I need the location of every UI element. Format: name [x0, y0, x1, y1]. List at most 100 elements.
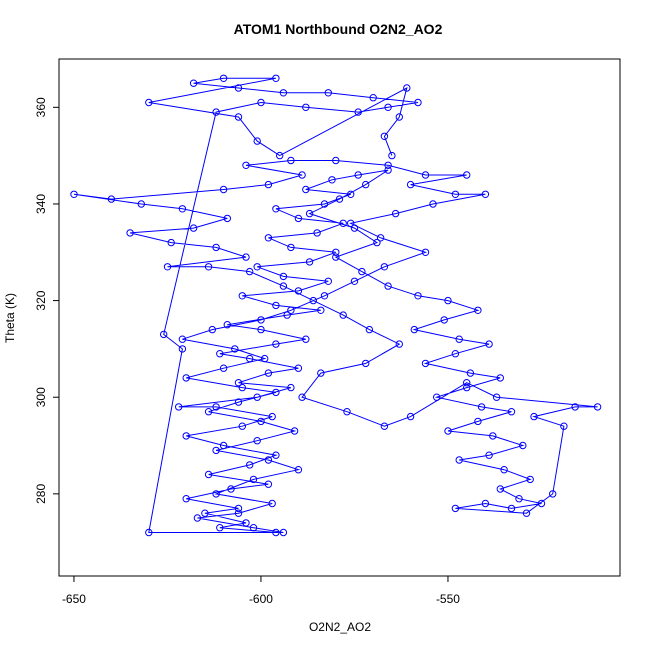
x-tick-label: -550: [436, 592, 460, 606]
chart-title: ATOM1 Northbound O2N2_AO2: [234, 21, 443, 37]
data-point: [305, 258, 314, 266]
data-point: [496, 485, 504, 493]
data-point: [455, 335, 463, 343]
data-point: [268, 499, 276, 508]
data-point: [403, 84, 411, 92]
data-point: [257, 316, 265, 324]
data-point: [212, 108, 220, 116]
data-point: [294, 214, 303, 223]
data-point: [343, 408, 351, 416]
data-point: [223, 214, 232, 223]
data-point: [145, 528, 153, 537]
data-point: [365, 325, 374, 334]
data-point: [477, 403, 486, 411]
data-point: [212, 490, 220, 498]
y-tick-label: 300: [34, 387, 48, 407]
y-axis-label: Theta (K): [3, 293, 17, 343]
y-tick-label: 340: [34, 194, 48, 214]
data-point: [264, 480, 273, 488]
data-point: [451, 190, 460, 199]
data-point: [272, 205, 280, 213]
data-point: [160, 330, 168, 339]
data-point: [70, 190, 78, 199]
series-line: [73, 77, 598, 533]
data-point: [231, 345, 239, 353]
data-point: [234, 398, 243, 406]
data-point: [492, 393, 501, 401]
data-point: [302, 335, 310, 343]
data-point: [253, 137, 261, 145]
data-point: [219, 441, 228, 450]
plot-frame: [58, 58, 621, 577]
data-point: [384, 103, 392, 112]
data-point: [444, 296, 452, 305]
data-point: [537, 499, 546, 508]
data-point: [189, 79, 198, 87]
data-point: [283, 311, 291, 319]
data-point: [347, 219, 355, 228]
data-point: [272, 340, 280, 348]
data-point: [264, 456, 273, 464]
data-point: [201, 509, 209, 517]
data-point: [287, 306, 295, 314]
data-point: [264, 369, 273, 377]
data-point: [317, 369, 325, 377]
data-point: [249, 475, 258, 484]
data-point: [264, 234, 273, 242]
data-point: [182, 374, 190, 382]
data-point: [519, 441, 527, 450]
data-point: [253, 437, 261, 445]
data-point: [246, 354, 254, 363]
data-point: [279, 89, 288, 97]
data-point: [384, 161, 392, 170]
data-point: [380, 132, 389, 141]
data-point: [145, 98, 153, 107]
data-point: [242, 253, 250, 261]
data-point: [272, 388, 280, 397]
data-point: [264, 180, 273, 189]
data-point: [212, 243, 220, 252]
data-point: [238, 292, 247, 300]
data-point: [433, 393, 441, 401]
data-point: [294, 466, 303, 474]
data-point: [406, 180, 415, 189]
x-tick-label: -650: [62, 592, 86, 606]
data-point: [309, 296, 317, 305]
data-point: [571, 403, 579, 411]
data-point: [268, 412, 276, 421]
data-point: [380, 263, 389, 271]
data-point: [178, 335, 187, 343]
data-point: [272, 528, 280, 537]
data-point: [481, 499, 490, 508]
data-point: [324, 89, 332, 97]
data-point: [369, 94, 377, 102]
data-point: [234, 504, 243, 513]
data-point: [242, 519, 250, 527]
y-tick-label: 360: [34, 97, 48, 117]
data-point: [507, 408, 516, 416]
data-point: [182, 432, 190, 440]
data-point: [560, 422, 568, 430]
data-point: [406, 412, 415, 421]
data-point: [332, 156, 340, 165]
data-point: [249, 524, 258, 532]
data-point: [167, 238, 175, 247]
data-point: [395, 340, 403, 348]
data-point: [388, 151, 396, 160]
data-point: [305, 209, 314, 218]
data-point: [593, 403, 602, 411]
data-point: [489, 432, 497, 440]
data-point: [137, 200, 146, 208]
data-point: [204, 470, 213, 479]
data-point: [272, 301, 280, 310]
data-point: [175, 403, 183, 411]
data-point: [193, 514, 202, 522]
data-point: [216, 350, 224, 358]
data-point: [421, 359, 430, 368]
data-point: [395, 113, 403, 121]
data-point: [496, 374, 504, 382]
data-point: [463, 379, 471, 387]
y-axis: 280 300 320 340 360: [34, 97, 59, 504]
data-point: [362, 180, 370, 189]
